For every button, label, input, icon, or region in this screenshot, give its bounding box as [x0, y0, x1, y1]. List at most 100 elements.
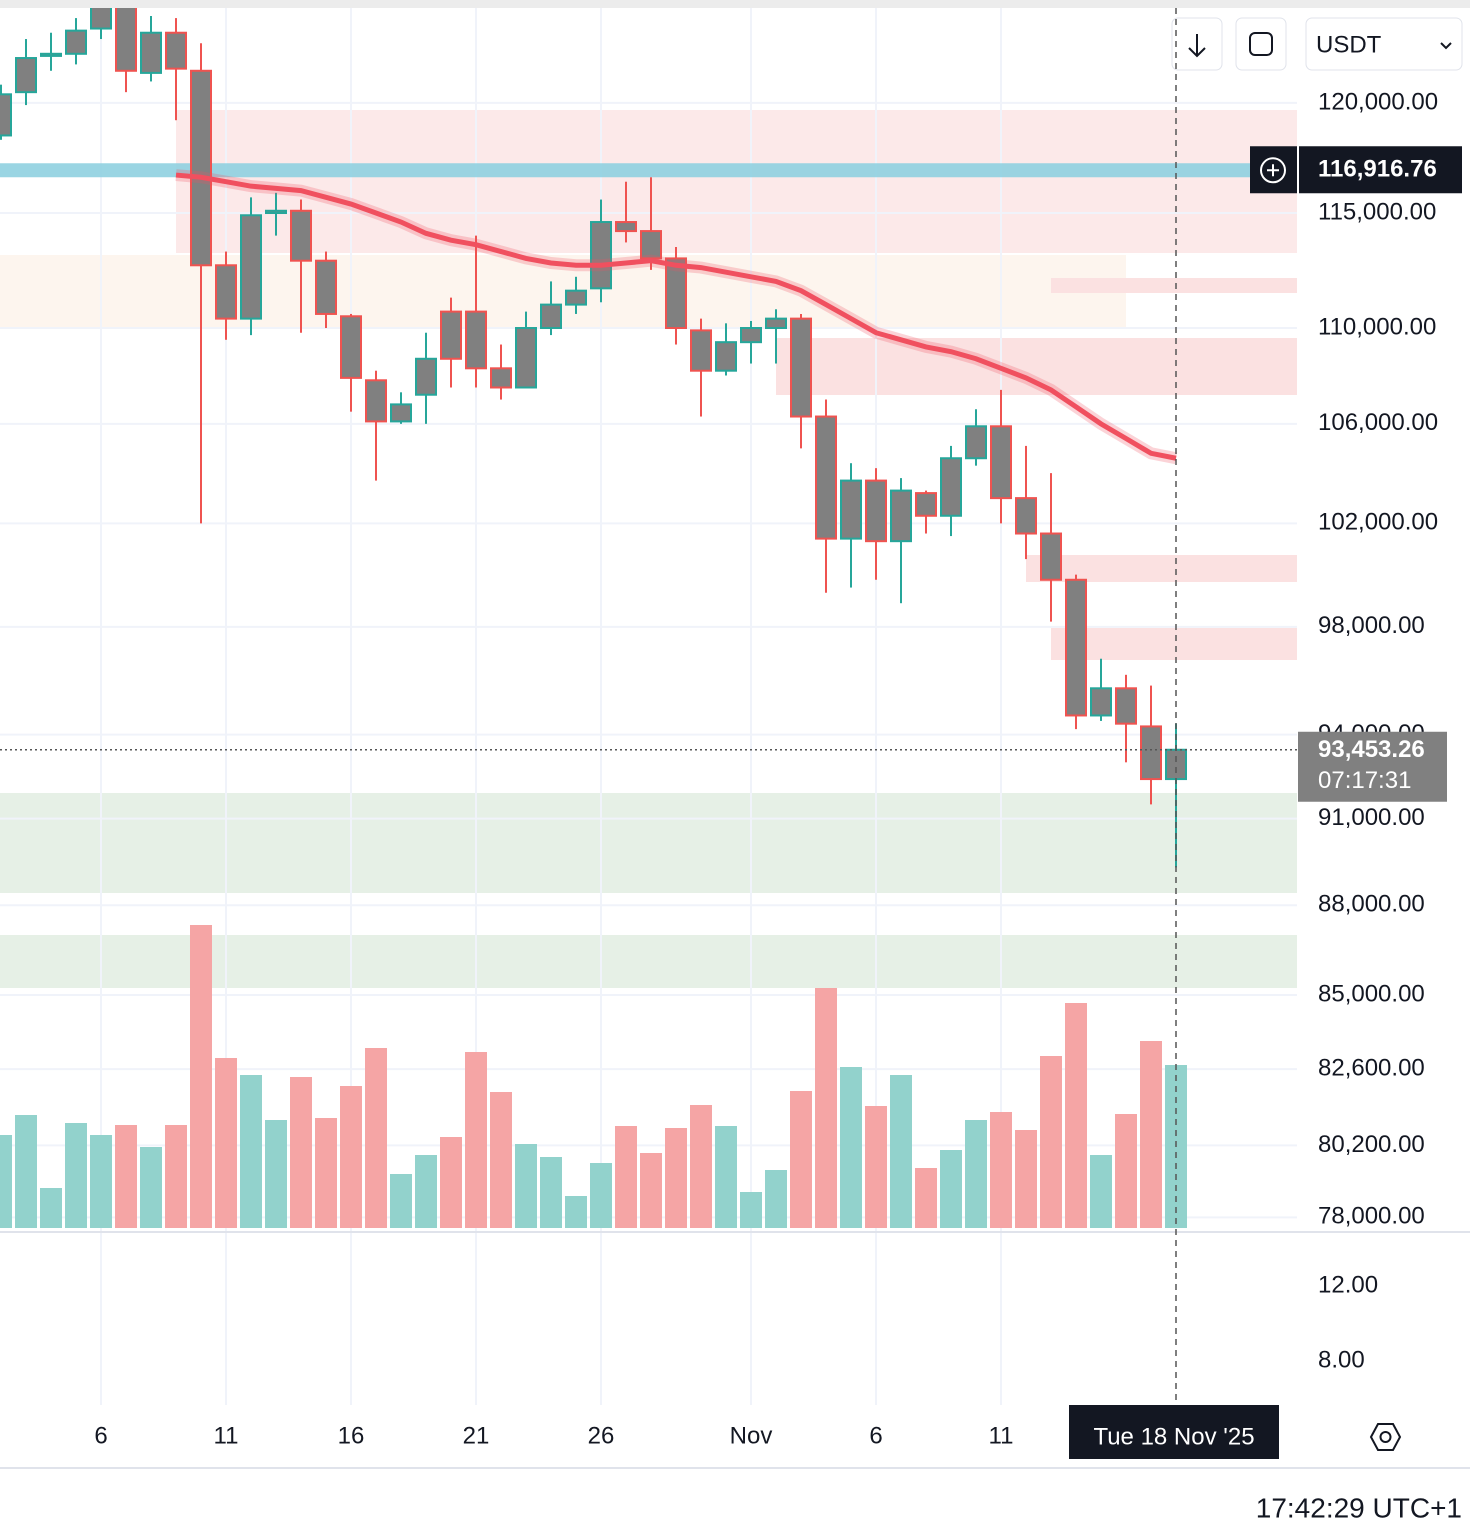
candle-body	[615, 221, 637, 233]
candle-body	[1015, 497, 1037, 535]
candle-body	[1040, 532, 1062, 581]
candle-body	[340, 315, 362, 379]
candle-body	[765, 317, 787, 330]
volume-bar	[865, 1106, 887, 1228]
volume-bar	[990, 1112, 1012, 1228]
y-tick-label: 106,000.00	[1318, 409, 1438, 436]
candle-body	[990, 425, 1012, 500]
y-tick-label: 110,000.00	[1318, 313, 1436, 340]
candle-body	[240, 214, 262, 320]
volume-bar	[690, 1105, 712, 1228]
volume-bar	[365, 1048, 387, 1228]
last-price-box	[1298, 731, 1447, 802]
x-tick-label: 21	[463, 1422, 490, 1449]
volume-bar	[615, 1126, 637, 1228]
volume-bar	[1090, 1155, 1112, 1228]
volume-bar	[1140, 1041, 1162, 1228]
candle-body	[15, 57, 37, 94]
volume-bar	[65, 1123, 87, 1228]
toolbar: USDT	[1171, 17, 1463, 71]
volume-bar	[465, 1052, 487, 1228]
candle-body	[915, 492, 937, 517]
crosshair-date-box	[1069, 1405, 1279, 1459]
candle-body	[740, 327, 762, 344]
zone	[1051, 628, 1297, 660]
candle-body	[465, 310, 487, 370]
crosshair-date: Tue 18 Nov '25	[1093, 1423, 1254, 1450]
candle-body	[540, 303, 562, 330]
volume-bar	[590, 1163, 612, 1228]
candle-body	[940, 457, 962, 517]
candle-body	[1165, 748, 1187, 781]
candle-body	[415, 357, 437, 396]
candle-body	[715, 341, 737, 372]
price-line-label: 116,916.76	[1318, 156, 1437, 183]
y-tick-label: 88,000.00	[1318, 891, 1425, 918]
volume-bar	[790, 1091, 812, 1228]
volume-bar	[190, 925, 212, 1228]
y-tick-label: 12.00	[1318, 1271, 1378, 1298]
y-tick-label: 120,000.00	[1318, 88, 1438, 115]
candle-body	[1090, 687, 1112, 717]
volume-bar	[415, 1155, 437, 1228]
volume-bar	[0, 1135, 12, 1228]
volume-bar	[340, 1086, 362, 1228]
candle-body	[490, 367, 512, 389]
volume-bar	[840, 1067, 862, 1228]
volume-bar	[40, 1188, 62, 1228]
candle-body	[665, 257, 687, 330]
candle-body	[590, 221, 612, 290]
zone	[176, 110, 1297, 253]
settings-icon	[1379, 1431, 1392, 1443]
y-tick-label: 82,600.00	[1318, 1054, 1425, 1081]
candle-body	[965, 425, 987, 460]
volume-bar	[490, 1092, 512, 1228]
plus-icon	[1260, 157, 1286, 184]
currency-select[interactable]	[1305, 17, 1463, 71]
y-tick-label: 98,000.00	[1318, 612, 1425, 639]
y-tick-label: 78,000.00	[1318, 1203, 1425, 1230]
volume-bar	[715, 1126, 737, 1228]
y-tick-label: 115,000.00	[1318, 198, 1436, 225]
y-tick-label: 8.00	[1318, 1346, 1365, 1373]
x-tick-label: 26	[588, 1422, 615, 1449]
volume-bar	[315, 1118, 337, 1228]
candle-body	[515, 327, 537, 389]
y-tick-label: 85,000.00	[1318, 980, 1425, 1007]
candle-body	[40, 52, 62, 57]
zone	[0, 793, 1297, 893]
volume-bar	[1040, 1056, 1062, 1228]
volume-bar	[640, 1153, 662, 1228]
candle-body	[215, 264, 237, 320]
overlay: Tue 18 Nov '25 116,916.76 93,453.26 07:17:3…	[0, 8, 1462, 1459]
down-arrow-icon	[1188, 34, 1206, 58]
reset-button[interactable]	[1235, 17, 1287, 71]
settings-button[interactable]	[1369, 1423, 1402, 1451]
volume-bar	[665, 1128, 687, 1228]
settings-icon	[1369, 1423, 1402, 1451]
zone	[0, 255, 1126, 327]
volume-bar	[515, 1144, 537, 1228]
candle-body	[640, 230, 662, 260]
candle-body	[790, 317, 812, 418]
x-tick-label: 11	[214, 1422, 239, 1449]
volume-bar	[115, 1125, 137, 1228]
zones	[0, 110, 1297, 988]
candle-body	[165, 31, 187, 70]
clock: 17:42:29 UTC+1	[1256, 1492, 1462, 1523]
volume-bar	[290, 1077, 312, 1228]
volume-bar	[90, 1135, 112, 1228]
volume-bar	[740, 1192, 762, 1228]
volume-bar	[165, 1125, 187, 1228]
zone	[0, 935, 1297, 988]
volume-bar	[1115, 1114, 1137, 1228]
plot	[0, 8, 1297, 868]
volume-bar	[1065, 1003, 1087, 1228]
volume	[0, 925, 1187, 1228]
volume-bar	[240, 1075, 262, 1228]
volume-bar	[915, 1168, 937, 1228]
candle-body	[390, 403, 412, 423]
x-tick-label: 16	[338, 1422, 365, 1449]
candle-body	[1115, 687, 1137, 725]
